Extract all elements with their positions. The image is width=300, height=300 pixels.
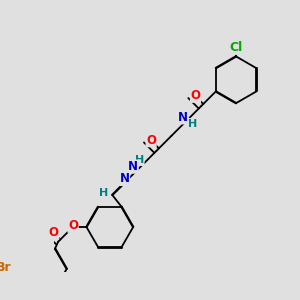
Text: O: O bbox=[146, 134, 156, 147]
Text: H: H bbox=[188, 118, 197, 128]
Text: O: O bbox=[68, 219, 78, 232]
Text: Cl: Cl bbox=[230, 41, 243, 54]
Text: Br: Br bbox=[0, 261, 12, 274]
Text: H: H bbox=[135, 155, 144, 166]
Text: N: N bbox=[120, 172, 130, 185]
Text: O: O bbox=[49, 226, 59, 239]
Text: H: H bbox=[99, 188, 108, 197]
Text: N: N bbox=[128, 160, 138, 173]
Text: O: O bbox=[190, 89, 200, 102]
Text: N: N bbox=[178, 111, 188, 124]
